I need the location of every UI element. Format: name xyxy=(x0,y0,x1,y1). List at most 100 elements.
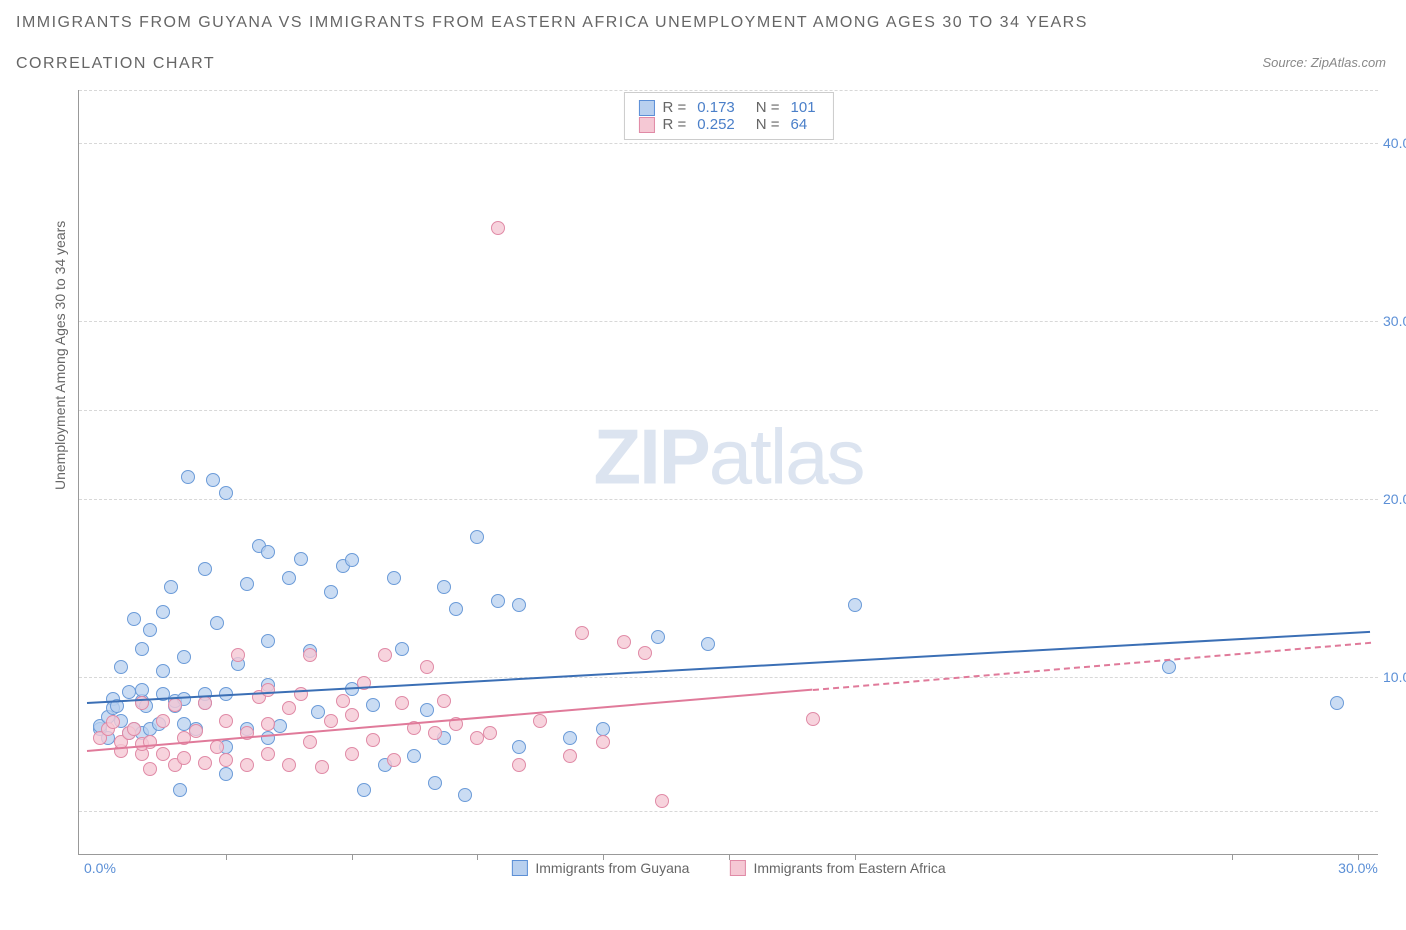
gridline xyxy=(79,143,1378,144)
gridline xyxy=(79,410,1378,411)
data-point-eastern_africa xyxy=(189,724,203,738)
data-point-eastern_africa xyxy=(563,749,577,763)
data-point-eastern_africa xyxy=(533,714,547,728)
data-point-guyana xyxy=(470,530,484,544)
x-tick-label: 30.0% xyxy=(1338,860,1378,876)
data-point-guyana xyxy=(210,616,224,630)
data-point-eastern_africa xyxy=(638,646,652,660)
data-point-guyana xyxy=(240,577,254,591)
data-point-guyana xyxy=(282,571,296,585)
legend-row: R =0.252N =64 xyxy=(638,116,818,133)
data-point-eastern_africa xyxy=(198,756,212,770)
plot-area: ZIPatlas R =0.173N =101R =0.252N =64 Imm… xyxy=(78,90,1378,855)
legend-r-value: 0.252 xyxy=(697,116,735,133)
data-point-eastern_africa xyxy=(806,712,820,726)
data-point-guyana xyxy=(428,776,442,790)
data-point-eastern_africa xyxy=(345,747,359,761)
data-point-eastern_africa xyxy=(378,648,392,662)
data-point-guyana xyxy=(294,552,308,566)
series-legend: Immigrants from GuyanaImmigrants from Ea… xyxy=(511,860,945,876)
data-point-guyana xyxy=(261,545,275,559)
data-point-guyana xyxy=(701,637,715,651)
legend-n-value: 64 xyxy=(791,116,808,133)
data-point-eastern_africa xyxy=(106,715,120,729)
data-point-guyana xyxy=(1330,696,1344,710)
data-point-guyana xyxy=(324,585,338,599)
data-point-guyana xyxy=(135,642,149,656)
data-point-eastern_africa xyxy=(231,648,245,662)
data-point-guyana xyxy=(164,580,178,594)
data-point-eastern_africa xyxy=(177,751,191,765)
data-point-eastern_africa xyxy=(420,660,434,674)
watermark: ZIPatlas xyxy=(593,411,863,502)
data-point-eastern_africa xyxy=(345,708,359,722)
y-tick-label: 10.0% xyxy=(1383,669,1406,685)
legend-swatch xyxy=(729,860,745,876)
data-point-guyana xyxy=(219,486,233,500)
legend-swatch xyxy=(638,117,654,133)
data-point-eastern_africa xyxy=(395,696,409,710)
data-point-eastern_africa xyxy=(210,740,224,754)
data-point-eastern_africa xyxy=(366,733,380,747)
x-tick-mark xyxy=(477,854,478,860)
data-point-guyana xyxy=(273,719,287,733)
data-point-guyana xyxy=(156,664,170,678)
legend-r-value: 0.173 xyxy=(697,99,735,116)
gridline xyxy=(79,811,1378,812)
data-point-eastern_africa xyxy=(324,714,338,728)
data-point-guyana xyxy=(420,703,434,717)
data-point-eastern_africa xyxy=(240,758,254,772)
data-point-guyana xyxy=(491,594,505,608)
correlation-legend: R =0.173N =101R =0.252N =64 xyxy=(623,92,833,140)
data-point-eastern_africa xyxy=(219,714,233,728)
data-point-eastern_africa xyxy=(315,760,329,774)
data-point-eastern_africa xyxy=(261,747,275,761)
data-point-eastern_africa xyxy=(282,758,296,772)
legend-series-item: Immigrants from Guyana xyxy=(511,860,689,876)
data-point-guyana xyxy=(173,783,187,797)
data-point-eastern_africa xyxy=(437,694,451,708)
data-point-guyana xyxy=(366,698,380,712)
gridline xyxy=(79,90,1378,91)
data-point-guyana xyxy=(512,740,526,754)
gridline xyxy=(79,677,1378,678)
data-point-guyana xyxy=(198,562,212,576)
x-tick-mark xyxy=(855,854,856,860)
data-point-eastern_africa xyxy=(575,626,589,640)
legend-n-label: N = xyxy=(756,116,780,133)
legend-n-label: N = xyxy=(756,99,780,116)
legend-series-label: Immigrants from Guyana xyxy=(535,860,689,876)
data-point-eastern_africa xyxy=(512,758,526,772)
data-point-guyana xyxy=(848,598,862,612)
data-point-eastern_africa xyxy=(261,717,275,731)
data-point-eastern_africa xyxy=(387,753,401,767)
data-point-eastern_africa xyxy=(303,735,317,749)
data-point-guyana xyxy=(311,705,325,719)
data-point-eastern_africa xyxy=(219,753,233,767)
data-point-guyana xyxy=(387,571,401,585)
data-point-eastern_africa xyxy=(303,648,317,662)
data-point-guyana xyxy=(114,660,128,674)
x-tick-mark xyxy=(1358,854,1359,860)
data-point-guyana xyxy=(219,767,233,781)
legend-r-label: R = xyxy=(662,99,686,116)
legend-n-value: 101 xyxy=(791,99,816,116)
data-point-eastern_africa xyxy=(168,698,182,712)
data-point-guyana xyxy=(181,470,195,484)
y-tick-label: 40.0% xyxy=(1383,135,1406,151)
chart-title-line1: IMMIGRANTS FROM GUYANA VS IMMIGRANTS FRO… xyxy=(16,14,1088,32)
data-point-eastern_africa xyxy=(655,794,669,808)
data-point-guyana xyxy=(206,473,220,487)
y-tick-label: 30.0% xyxy=(1383,313,1406,329)
x-tick-mark xyxy=(1232,854,1233,860)
data-point-eastern_africa xyxy=(336,694,350,708)
data-point-eastern_africa xyxy=(428,726,442,740)
data-point-guyana xyxy=(395,642,409,656)
data-point-guyana xyxy=(458,788,472,802)
x-tick-mark xyxy=(226,854,227,860)
legend-swatch xyxy=(638,100,654,116)
x-tick-mark xyxy=(352,854,353,860)
trendline-guyana xyxy=(87,631,1370,704)
gridline xyxy=(79,499,1378,500)
data-point-guyana xyxy=(437,580,451,594)
